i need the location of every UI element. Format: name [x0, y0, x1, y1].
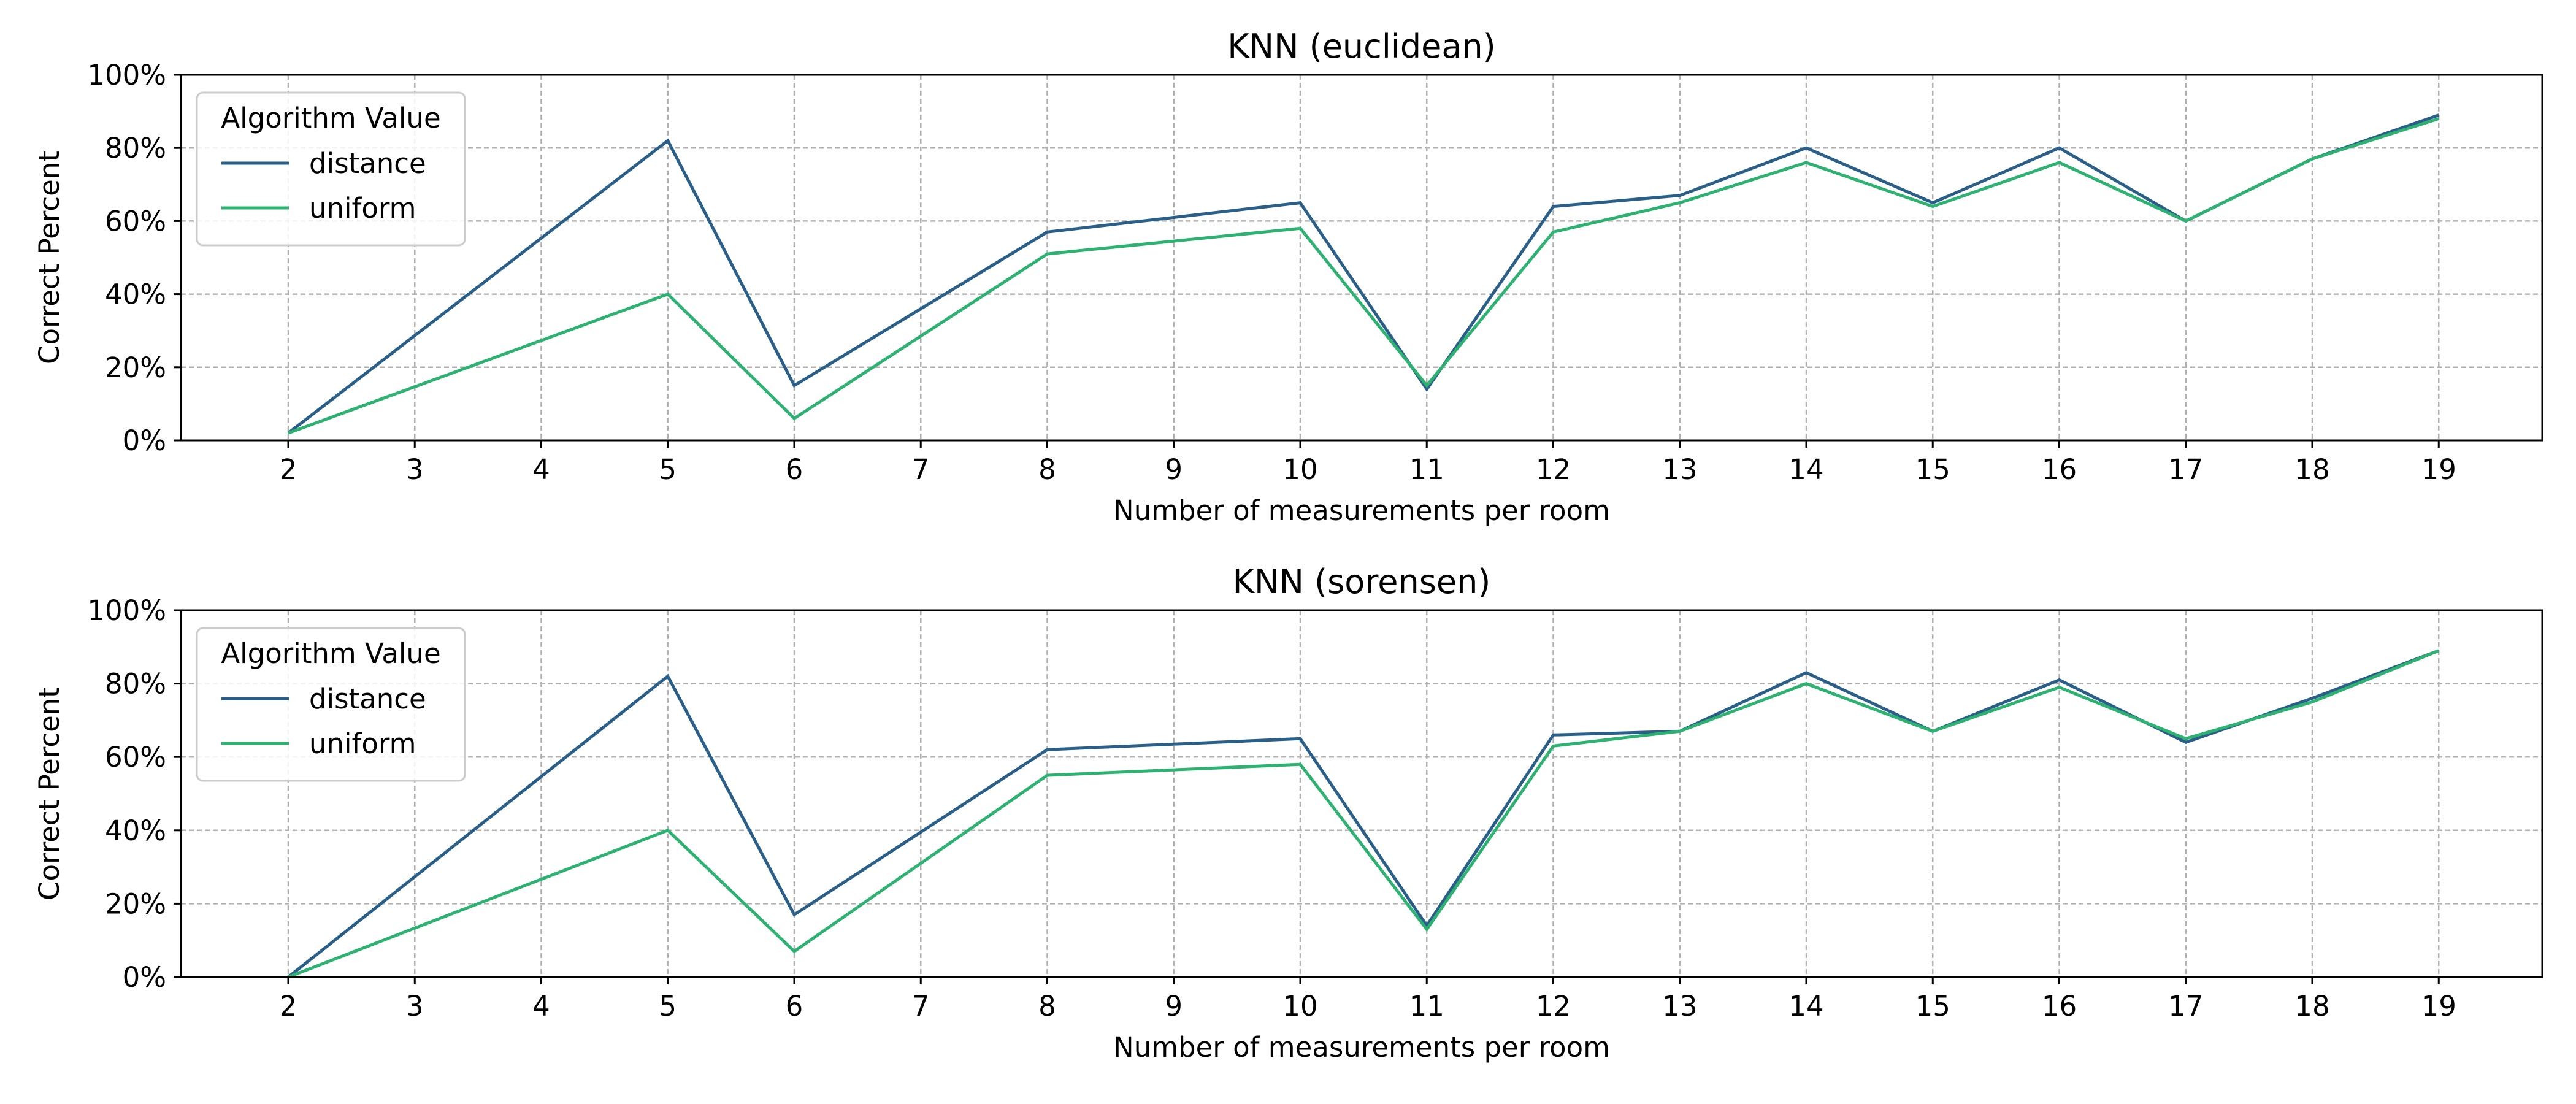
- x-axis-label: Number of measurements per room: [1113, 494, 1610, 527]
- plot-area-frame: [180, 609, 2543, 978]
- series-line-uniform: [288, 117, 2440, 435]
- series-line-distance: [287, 649, 2440, 978]
- plot-area-frame: [180, 74, 2543, 442]
- y-tick-label: 100%: [87, 594, 166, 627]
- x-tick-label: 11: [1409, 990, 1444, 1022]
- x-tick-label: 4: [532, 990, 550, 1022]
- x-tick-label: 7: [912, 453, 930, 486]
- x-tick-label: 12: [1536, 453, 1571, 486]
- x-tick-label: 5: [659, 453, 677, 486]
- x-tick-label: 13: [1662, 990, 1697, 1022]
- x-tick-label: 2: [280, 990, 297, 1022]
- x-tick-label: 19: [2421, 990, 2456, 1022]
- legend-title: Algorithm Value: [221, 637, 440, 670]
- y-tick-label: 0%: [123, 424, 166, 457]
- x-tick-label: 3: [406, 453, 424, 486]
- x-tick-label: 18: [2294, 453, 2329, 486]
- x-tick-label: 17: [2168, 453, 2203, 486]
- x-tick-label: 15: [1915, 990, 1950, 1022]
- x-tick-label: 6: [786, 990, 803, 1022]
- chart-title: KNN (euclidean): [1227, 27, 1495, 66]
- x-tick-label: 4: [532, 453, 550, 486]
- y-tick-label: 60%: [105, 205, 166, 237]
- legend-label-uniform: uniform: [309, 192, 416, 224]
- x-tick-label: 7: [912, 990, 930, 1022]
- x-axis-label: Number of measurements per room: [1113, 1031, 1610, 1064]
- legend-label-distance: distance: [309, 683, 426, 715]
- x-tick-label: 10: [1282, 990, 1317, 1022]
- x-tick-label: 17: [2168, 990, 2203, 1022]
- legend-label-uniform: uniform: [309, 727, 416, 760]
- x-tick-label: 12: [1536, 990, 1571, 1022]
- y-tick-label: 60%: [105, 741, 166, 773]
- x-tick-label: 8: [1038, 453, 1056, 486]
- y-tick-label: 40%: [105, 278, 166, 311]
- y-tick-label: 100%: [87, 59, 166, 91]
- legend: Algorithm Value distance uniform: [196, 91, 466, 247]
- x-tick-label: 15: [1915, 453, 1950, 486]
- x-tick-label: 8: [1038, 990, 1056, 1022]
- chart-panel-1: 2 3 4 5 6 7 8 9 10 11 12 13 14 15 16 17 18 19 0% 20% 40% 60% 8…: [33, 27, 2543, 527]
- x-tick-label: 18: [2294, 990, 2329, 1022]
- x-tick-label: 10: [1282, 453, 1317, 486]
- series-line-distance: [287, 113, 2440, 435]
- x-tick-label: 3: [406, 990, 424, 1022]
- x-tick-label: 16: [2042, 453, 2077, 486]
- x-tick-label: 16: [2042, 990, 2077, 1022]
- series-line-uniform: [288, 649, 2440, 979]
- chart-panel-2: 2 3 4 5 6 7 8 9 10 11 12 13 14 15 16 17 18 19 0% 20% 40% 60% 8…: [33, 562, 2543, 1064]
- y-tick-label: 20%: [105, 351, 166, 384]
- y-axis-label: Correct Percent: [33, 687, 66, 900]
- x-tick-label: 9: [1165, 453, 1183, 486]
- x-tick-label: 14: [1788, 453, 1823, 486]
- y-tick-label: 80%: [105, 668, 166, 700]
- legend: Algorithm Value distance uniform: [196, 627, 466, 782]
- grid: [181, 74, 2542, 442]
- x-tick-label: 9: [1165, 990, 1183, 1022]
- x-tick-label: 6: [786, 453, 803, 486]
- y-tick-label: 0%: [123, 961, 166, 994]
- y-tick-label: 80%: [105, 132, 166, 164]
- chart-title: KNN (sorensen): [1233, 562, 1491, 601]
- grid: [181, 609, 2542, 978]
- x-tick-label: 2: [280, 453, 297, 486]
- y-axis-label: Correct Percent: [33, 151, 66, 364]
- x-tick-label: 14: [1788, 990, 1823, 1022]
- x-tick-label: 13: [1662, 453, 1697, 486]
- legend-title: Algorithm Value: [221, 102, 440, 134]
- x-tick-label: 5: [659, 990, 677, 1022]
- y-tick-label: 40%: [105, 815, 166, 847]
- y-tick-label: 20%: [105, 887, 166, 920]
- x-tick-label: 19: [2421, 453, 2456, 486]
- legend-label-distance: distance: [309, 147, 426, 180]
- x-tick-label: 11: [1409, 453, 1444, 486]
